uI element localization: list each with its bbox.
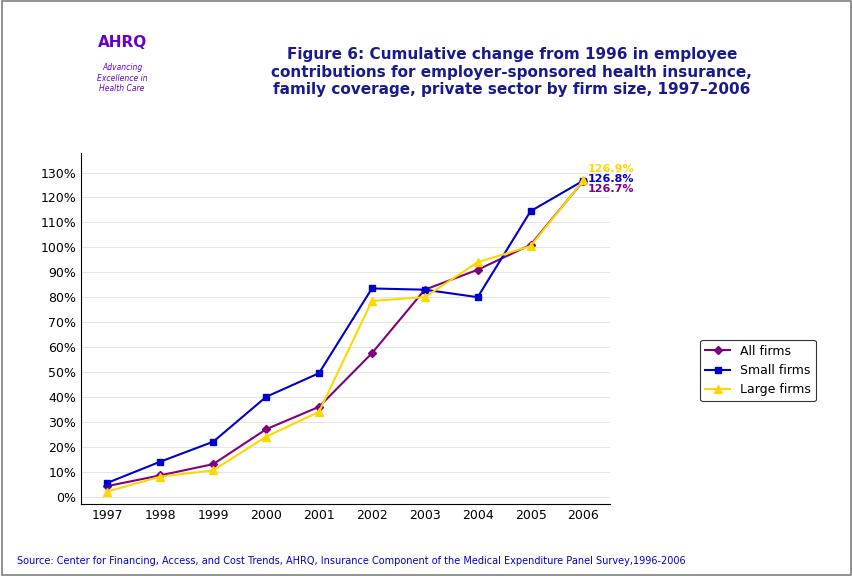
Text: Figure 6: Cumulative change from 1996 in employee
contributions for employer-spo: Figure 6: Cumulative change from 1996 in…	[271, 47, 751, 97]
Text: 🦅: 🦅	[43, 47, 59, 71]
Text: Advancing
Excellence in
Health Care: Advancing Excellence in Health Care	[97, 63, 147, 93]
Text: 126.9%: 126.9%	[587, 164, 634, 173]
Text: 126.7%: 126.7%	[587, 184, 633, 194]
Text: AHRQ: AHRQ	[97, 35, 147, 50]
Text: 126.8%: 126.8%	[587, 174, 633, 184]
Text: Source: Center for Financing, Access, and Cost Trends, AHRQ, Insurance Component: Source: Center for Financing, Access, an…	[17, 556, 685, 566]
Legend: All firms, Small firms, Large firms: All firms, Small firms, Large firms	[699, 340, 815, 401]
